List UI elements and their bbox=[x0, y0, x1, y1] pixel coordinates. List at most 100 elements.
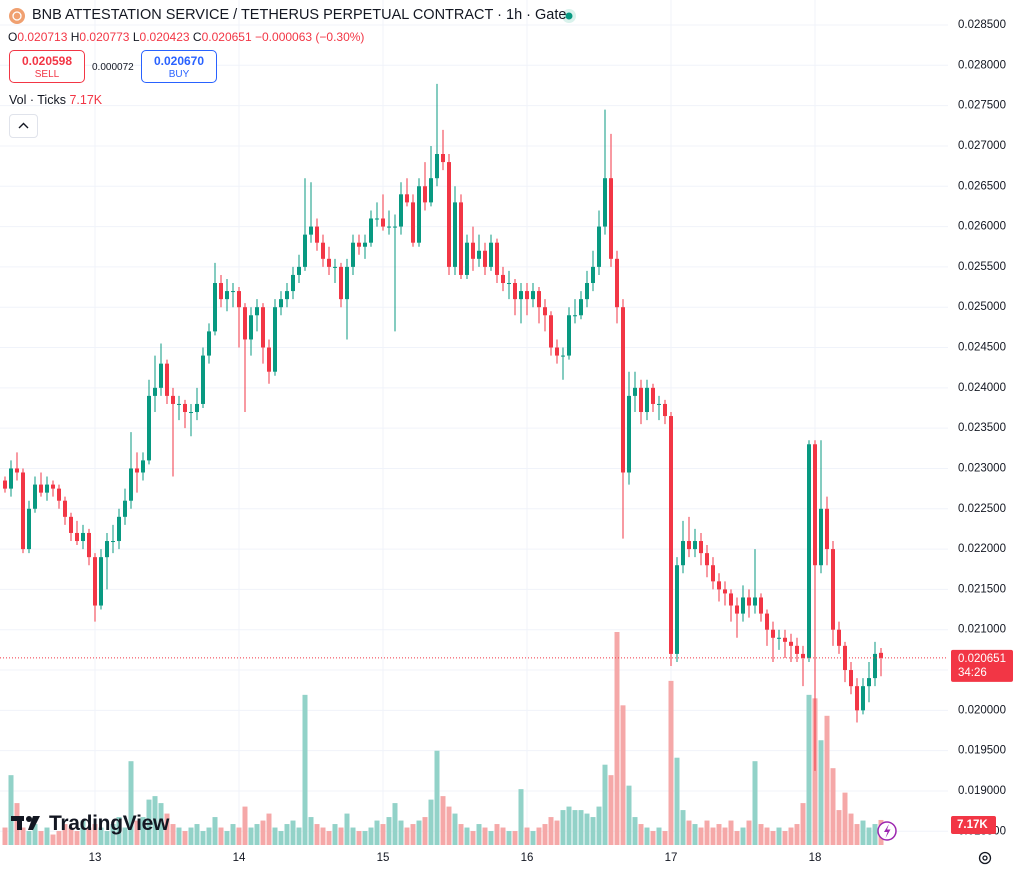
volume-value: 7.17K bbox=[69, 93, 103, 107]
candle-body bbox=[345, 266, 349, 300]
volume-bar bbox=[566, 806, 572, 845]
y-tick-label: 0.027000 bbox=[958, 140, 1006, 152]
buy-price[interactable]: 0.020670 bbox=[153, 54, 205, 68]
volume-bar bbox=[632, 817, 638, 845]
candle-body bbox=[231, 291, 235, 293]
volume-bar bbox=[176, 827, 182, 845]
volume-bar bbox=[848, 813, 854, 845]
settings-ring[interactable] bbox=[978, 851, 992, 865]
volume-bar bbox=[182, 831, 188, 845]
candle-body bbox=[75, 532, 79, 542]
candle-body bbox=[459, 202, 463, 275]
volume-bar bbox=[110, 824, 116, 845]
settings-button[interactable] bbox=[978, 851, 992, 865]
candle-body bbox=[621, 307, 625, 473]
volume-bar bbox=[764, 827, 770, 845]
volume-bar bbox=[146, 799, 152, 845]
volume-bar bbox=[2, 827, 8, 845]
candle-body bbox=[333, 266, 337, 268]
buy-button[interactable]: 0.020670 BUY bbox=[141, 50, 217, 83]
volume-bar bbox=[32, 824, 38, 845]
candle-body bbox=[435, 154, 439, 179]
grid bbox=[0, 0, 948, 845]
volume-bar bbox=[494, 824, 500, 845]
chevron[interactable] bbox=[18, 122, 29, 129]
x-tick-label: 15 bbox=[377, 852, 390, 864]
y-tick-label: 0.022500 bbox=[958, 503, 1006, 515]
volume-bar bbox=[392, 803, 398, 845]
volume-bar bbox=[152, 796, 158, 845]
lightning-button[interactable] bbox=[877, 821, 897, 841]
candle-body bbox=[309, 226, 313, 235]
volume-bar bbox=[860, 820, 866, 845]
candle-body bbox=[369, 218, 373, 243]
candle-body bbox=[423, 186, 427, 203]
candle-body bbox=[711, 565, 715, 582]
candle-body bbox=[663, 403, 667, 417]
candle-body bbox=[303, 234, 307, 267]
candle-body bbox=[207, 331, 211, 356]
y-tick-label: 0.021000 bbox=[958, 624, 1006, 636]
settings-hub[interactable] bbox=[982, 855, 988, 861]
candle-body bbox=[81, 532, 85, 542]
status-dot bbox=[565, 12, 573, 20]
buy-label[interactable]: BUY bbox=[168, 69, 190, 80]
candle-body bbox=[213, 283, 217, 332]
candle-body bbox=[705, 553, 709, 566]
volume-bar bbox=[302, 694, 308, 845]
volume-bar bbox=[68, 827, 74, 845]
candle-body bbox=[519, 291, 523, 300]
y-tick-label: 0.026500 bbox=[958, 180, 1006, 192]
candle-body bbox=[801, 653, 805, 658]
volume-bar bbox=[620, 705, 626, 845]
y-tick-label: 0.025500 bbox=[958, 261, 1006, 273]
candle-body bbox=[465, 242, 469, 275]
candle-body bbox=[417, 186, 421, 243]
sell-price[interactable]: 0.020598 bbox=[21, 54, 73, 68]
candle-body bbox=[273, 307, 277, 372]
candle-body bbox=[789, 641, 793, 646]
collapse-button[interactable] bbox=[9, 114, 38, 138]
volume-bar bbox=[626, 785, 632, 845]
candle-body bbox=[489, 242, 493, 267]
candle-body bbox=[477, 250, 481, 259]
ohlc-value: 0.020423 bbox=[139, 30, 190, 44]
candle-body bbox=[393, 226, 397, 228]
candle-body bbox=[339, 266, 343, 300]
volume-bar bbox=[164, 813, 170, 845]
candle-body bbox=[573, 315, 577, 317]
candle-body bbox=[141, 460, 145, 473]
candle-body bbox=[525, 291, 529, 300]
volume-bar bbox=[194, 824, 200, 845]
sell-button[interactable]: 0.020598 SELL bbox=[9, 50, 85, 83]
ohlc-letter: H bbox=[70, 30, 80, 44]
volume-bar bbox=[746, 820, 752, 845]
volume-bar bbox=[656, 827, 662, 845]
volume-bar bbox=[596, 806, 602, 845]
candle-body bbox=[57, 488, 61, 501]
volume-bar bbox=[818, 740, 824, 845]
candle-body bbox=[453, 202, 457, 267]
candle-body bbox=[543, 307, 547, 316]
collapse-icon[interactable] bbox=[10, 115, 37, 137]
volume-bar bbox=[248, 827, 254, 845]
ohlc-value: 0.020713 bbox=[17, 30, 68, 44]
candle-body bbox=[447, 162, 451, 267]
volume-bar bbox=[542, 824, 548, 845]
ohlc-letter: O bbox=[8, 30, 18, 44]
volume-bar bbox=[98, 827, 104, 845]
candle-body bbox=[627, 395, 631, 473]
candle-body bbox=[879, 652, 883, 658]
volume-bar bbox=[50, 834, 56, 845]
sell-label[interactable]: SELL bbox=[34, 69, 60, 80]
lightning-glyph[interactable] bbox=[884, 824, 891, 838]
volume-bar bbox=[128, 761, 134, 845]
candle-body bbox=[69, 516, 73, 533]
candle-body bbox=[165, 363, 169, 396]
volume-bar bbox=[662, 831, 668, 845]
volume-bar bbox=[428, 799, 434, 845]
candle-body bbox=[405, 194, 409, 203]
candle-body bbox=[471, 242, 475, 259]
volume-bar bbox=[170, 824, 176, 845]
candle-body bbox=[285, 291, 289, 300]
